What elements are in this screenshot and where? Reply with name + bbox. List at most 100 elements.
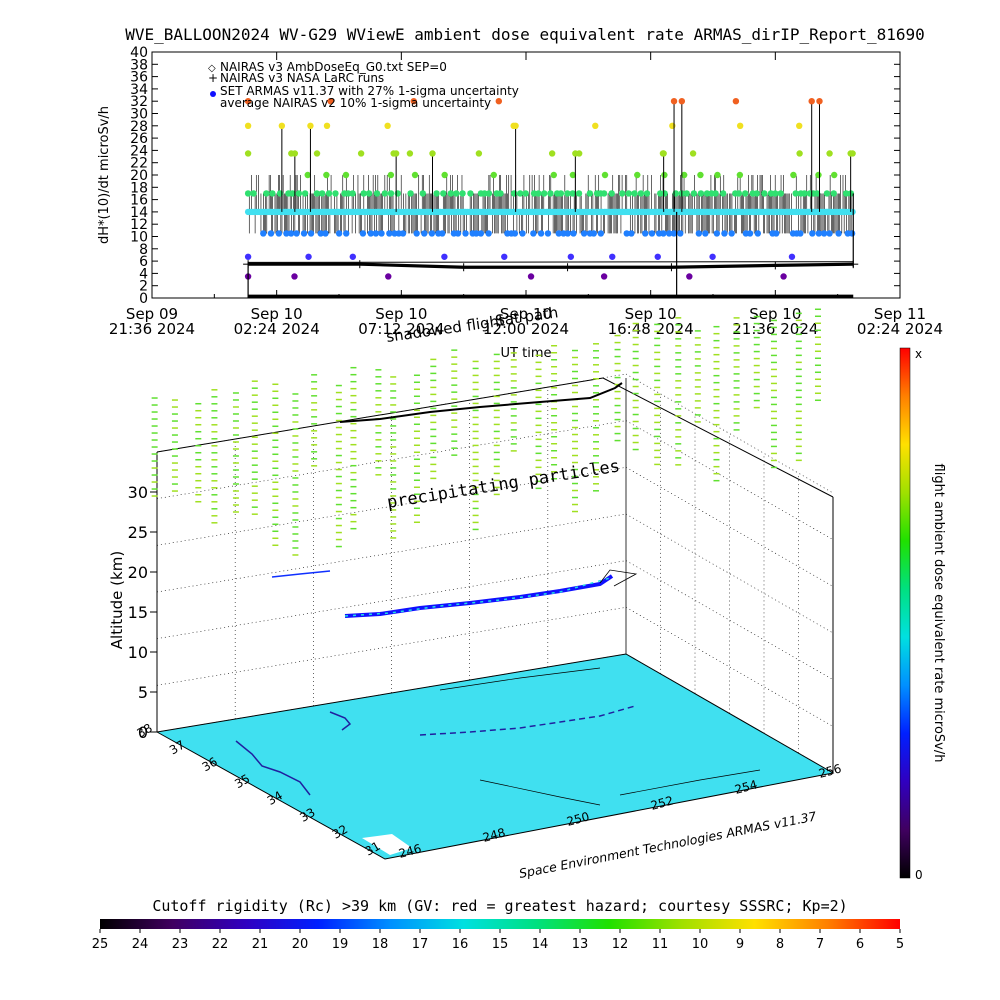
latitude-tick-label: 34 xyxy=(265,788,285,808)
armas-data-point xyxy=(244,150,252,157)
armas-data-point xyxy=(631,190,638,197)
armas-spike-point xyxy=(392,150,400,157)
y-tick-label: 24 xyxy=(130,143,148,159)
back-wall-gridline xyxy=(156,607,627,686)
y-tick-label: 38 xyxy=(130,57,148,73)
armas-data-point xyxy=(848,230,856,237)
x-tick-label-date: Sep 10 xyxy=(375,305,427,323)
armas-data-point xyxy=(291,273,298,280)
longitude-tick-label: 252 xyxy=(649,793,675,812)
legend-label-0: NAIRAS v3 AmbDoseEq_G0.txt SEP=0 xyxy=(220,60,447,74)
legend-symbol-2 xyxy=(210,91,216,97)
longitude-tick-label: 246 xyxy=(397,841,423,860)
armas-data-point xyxy=(441,253,448,260)
nairas-v2-average-line xyxy=(248,261,854,263)
armas-data-point xyxy=(394,190,402,197)
armas-data-point xyxy=(809,230,816,237)
armas-data-point xyxy=(580,230,588,237)
legend: ◇ NAIRAS v3 AmbDoseEq_G0.txt SEP=0 + NAI… xyxy=(208,60,519,110)
armas-data-point xyxy=(283,230,290,237)
armas-data-point xyxy=(689,150,697,157)
nairas-g0-line xyxy=(248,262,854,269)
colorbar-tick-label: 7 xyxy=(816,937,824,952)
armas-spike-point xyxy=(660,150,667,157)
armas-data-point xyxy=(761,190,768,197)
armas-data-point xyxy=(313,150,321,157)
armas-data-point xyxy=(728,230,735,237)
armas-data-point xyxy=(746,230,754,237)
armas-data-point xyxy=(712,190,719,197)
armas-data-point xyxy=(459,190,466,197)
armas-data-point xyxy=(433,190,440,197)
armas-data-point xyxy=(344,190,352,197)
armas-data-point xyxy=(619,190,626,197)
armas-data-point xyxy=(670,230,678,237)
armas-data-point xyxy=(335,230,343,237)
armas-data-point xyxy=(625,190,632,197)
flight-track-line xyxy=(344,574,614,618)
armas-data-point xyxy=(342,171,350,179)
armas-data-point xyxy=(537,230,545,237)
armas-data-point xyxy=(301,190,309,197)
armas-level-markers xyxy=(244,273,787,280)
x-tick-label-date: Sep 10 xyxy=(749,305,801,323)
armas-data-point xyxy=(327,98,334,105)
armas-data-point xyxy=(772,190,779,197)
armas-spike-point xyxy=(291,150,299,157)
armas-data-point xyxy=(796,122,803,129)
armas-data-point xyxy=(702,230,709,237)
armas-level-markers xyxy=(244,253,796,260)
y-tick-label: 4 xyxy=(139,266,148,282)
armas-data-point xyxy=(519,230,526,237)
armas-data-point xyxy=(410,98,417,105)
armas-data-point xyxy=(325,190,333,197)
y-axis-label: dH*(10)/dt microSv/h xyxy=(97,106,112,244)
armas-data-point xyxy=(540,190,548,197)
armas-data-point xyxy=(399,230,407,237)
ground-track-north xyxy=(329,711,352,731)
armas-data-point xyxy=(683,190,690,197)
armas-data-point xyxy=(260,230,267,237)
armas-level-markers xyxy=(244,150,856,157)
back-wall-gridline xyxy=(156,560,627,639)
precipitating-particles-markers xyxy=(151,308,821,556)
armas-data-point xyxy=(575,190,583,197)
armas-data-point xyxy=(244,253,252,260)
x-tick-label-date: Sep 09 xyxy=(126,305,178,323)
armas-data-point xyxy=(643,190,651,197)
armas-data-point xyxy=(387,171,395,179)
y-tick-label: 28 xyxy=(130,119,148,135)
armas-data-point xyxy=(411,171,419,179)
y-tick-label: 18 xyxy=(130,180,148,196)
armas-data-point xyxy=(386,230,393,237)
3d-box-frame xyxy=(156,377,834,773)
altitude-tick-label: 25 xyxy=(128,523,148,542)
armas-data-point xyxy=(267,230,275,237)
time-series-data xyxy=(243,98,859,298)
armas-data-point xyxy=(792,190,799,197)
armas-data-point xyxy=(628,230,635,237)
armas-data-point xyxy=(384,122,391,129)
armas-data-point xyxy=(439,230,446,237)
armas-data-point xyxy=(477,230,485,237)
armas-data-point xyxy=(557,190,565,197)
armas-data-point xyxy=(661,171,668,179)
armas-data-point xyxy=(642,230,649,237)
armas-data-point xyxy=(522,190,529,197)
y-tick-label: 34 xyxy=(130,82,148,98)
armas-data-point xyxy=(697,190,705,197)
armas-data-point xyxy=(623,230,630,237)
y-tick-label: 30 xyxy=(130,107,148,123)
longitude-tick-label: 256 xyxy=(817,761,843,780)
armas-level-markers xyxy=(244,98,740,105)
armas-data-point xyxy=(307,230,315,237)
x-tick-label-time: 07:12 2024 xyxy=(358,320,444,338)
armas-data-point xyxy=(385,273,392,280)
armas-data-point xyxy=(275,230,283,237)
armas-data-point xyxy=(304,171,311,179)
altitude-tick-label: 30 xyxy=(128,483,148,502)
armas-data-point xyxy=(697,171,704,179)
armas-data-point xyxy=(263,190,270,197)
